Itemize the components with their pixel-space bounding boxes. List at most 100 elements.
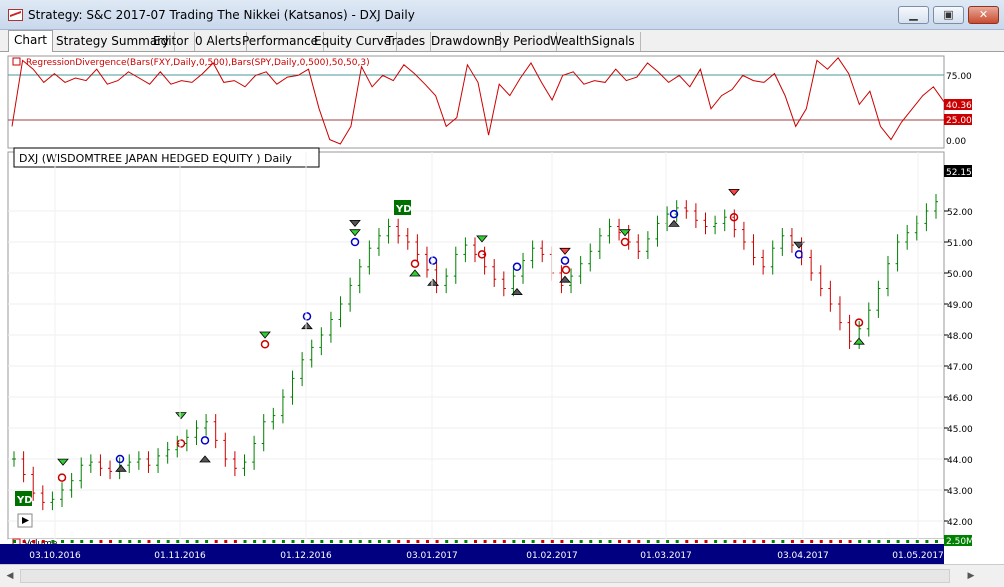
indicator-collapse-icon[interactable] (12, 57, 21, 66)
volume-bar (935, 540, 938, 543)
horizontal-scrollbar[interactable]: ◀ ▶ (0, 564, 1004, 587)
volume-bar (89, 540, 93, 543)
price-tick-label: 48.00 (947, 332, 973, 342)
price-tick-label: 44.00 (947, 456, 973, 466)
volume-bar (301, 540, 305, 543)
volume-bar (147, 540, 151, 543)
signal-circle-icon (512, 262, 522, 272)
tab-by-period[interactable]: By Period (489, 32, 557, 51)
signal-circle-icon (620, 237, 630, 247)
tab-editor[interactable]: Editor (148, 32, 195, 51)
volume-bar (435, 540, 439, 543)
signal-circle-icon (561, 265, 571, 275)
volume-bar (522, 540, 526, 543)
volume-bar (550, 540, 554, 543)
volume-bar (397, 540, 401, 543)
tab-performance[interactable]: Performance (237, 32, 325, 51)
volume-bar (810, 540, 814, 543)
volume-bar (243, 540, 247, 543)
volume-bar (742, 540, 746, 543)
tab-trades[interactable]: Trades (381, 32, 432, 51)
volume-bar (560, 540, 564, 543)
price-tick-label: 49.00 (947, 301, 973, 311)
tab-chart[interactable]: Chart (8, 30, 53, 52)
volume-bar (320, 540, 324, 543)
volume-bar (425, 540, 429, 543)
volume-current-value: 2.50M (946, 537, 974, 547)
signal-down-triangle-icon (349, 229, 361, 237)
volume-bar (80, 540, 84, 543)
yd-marker-1 (15, 491, 32, 506)
date-tick-label: 01.05.2017 (892, 551, 944, 561)
volume-bar (349, 540, 353, 543)
title-bar[interactable]: Strategy: S&C 2017-07 Trading The Nikkei… (0, 0, 1004, 30)
signal-circle-icon (729, 212, 739, 222)
restore-button[interactable]: ▣ (933, 6, 964, 24)
volume-badge (944, 535, 972, 546)
signal-circle-icon (260, 340, 270, 349)
volume-bar (675, 540, 679, 543)
volume-bar (339, 540, 343, 543)
indicator-value-badge (944, 99, 972, 110)
volume-bar (877, 540, 881, 543)
volume-bar (224, 540, 228, 543)
volume-bar (570, 540, 574, 543)
tab-drawdown[interactable]: Drawdown (426, 32, 501, 51)
tab-alerts[interactable]: 0 Alerts (190, 32, 248, 51)
volume-bar (714, 540, 718, 543)
signal-down-triangle-icon (476, 235, 488, 243)
volume-bar (70, 540, 74, 543)
scroll-left-icon[interactable]: ◀ (6, 571, 14, 581)
price-bars (12, 193, 938, 511)
volume-bar (867, 540, 871, 543)
volume-bar (502, 540, 506, 543)
date-tick-label: 01.03.2017 (640, 551, 692, 561)
volume-bar (377, 540, 381, 543)
volume-bar (848, 540, 852, 543)
volume-bar (483, 540, 487, 543)
scroll-thumb[interactable] (20, 569, 950, 583)
close-button[interactable]: ✕ (968, 6, 999, 24)
date-tick-label: 01.11.2016 (154, 551, 206, 561)
price-tick-label: 46.00 (947, 394, 973, 404)
chart-area[interactable]: RegressionDivergence(Bars(FXY,Daily,0,50… (0, 52, 1004, 564)
yd-marker-2 (394, 200, 411, 215)
signal-circle-icon (176, 439, 186, 448)
indicator-label: RegressionDivergence(Bars(FXY,Daily,0,50… (26, 58, 370, 68)
tab-equity-curve[interactable]: Equity Curve (309, 32, 398, 51)
date-tick-label: 03.04.2017 (777, 551, 829, 561)
volume-bar (51, 540, 55, 543)
signal-down-triangle-icon (57, 458, 69, 466)
volume-bar (445, 540, 449, 543)
volume-bar (915, 540, 919, 543)
volume-bar (128, 540, 132, 543)
price-tick-label: 50.00 (947, 270, 973, 280)
volume-bar (464, 540, 468, 543)
volume-bar (22, 540, 26, 543)
volume-bar (41, 540, 45, 543)
signal-circle-icon (410, 259, 420, 268)
volume-bar (771, 540, 775, 543)
price-tick-label: 45.00 (947, 425, 973, 435)
volume-bar (589, 540, 593, 543)
tab-strategy-summary[interactable]: Strategy Summary (51, 32, 176, 51)
minimize-button[interactable]: ▁ (898, 6, 929, 24)
volume-bar (454, 540, 458, 543)
signal-circle-icon (57, 473, 67, 482)
signal-up-triangle-icon (115, 464, 127, 472)
signal-up-triangle-icon (668, 219, 680, 227)
volume-bar (493, 540, 497, 543)
signal-circle-icon (477, 250, 487, 259)
current-price-badge (944, 165, 972, 177)
scroll-right-icon[interactable]: ▶ (967, 571, 975, 581)
volume-bar (598, 540, 602, 543)
chart-svg[interactable]: RegressionDivergence(Bars(FXY,Daily,0,50… (0, 52, 1004, 564)
volume-bar (166, 540, 170, 543)
signal-up-triangle-icon (559, 275, 571, 283)
signal-circle-icon (200, 436, 210, 445)
price-tick-label: 51.00 (947, 239, 973, 249)
tab-wealthsignals[interactable]: WealthSignals (545, 32, 641, 51)
yd-marker-2-text: YD (395, 204, 412, 215)
play-icon (22, 517, 29, 524)
restore-icon: ▣ (943, 8, 954, 21)
